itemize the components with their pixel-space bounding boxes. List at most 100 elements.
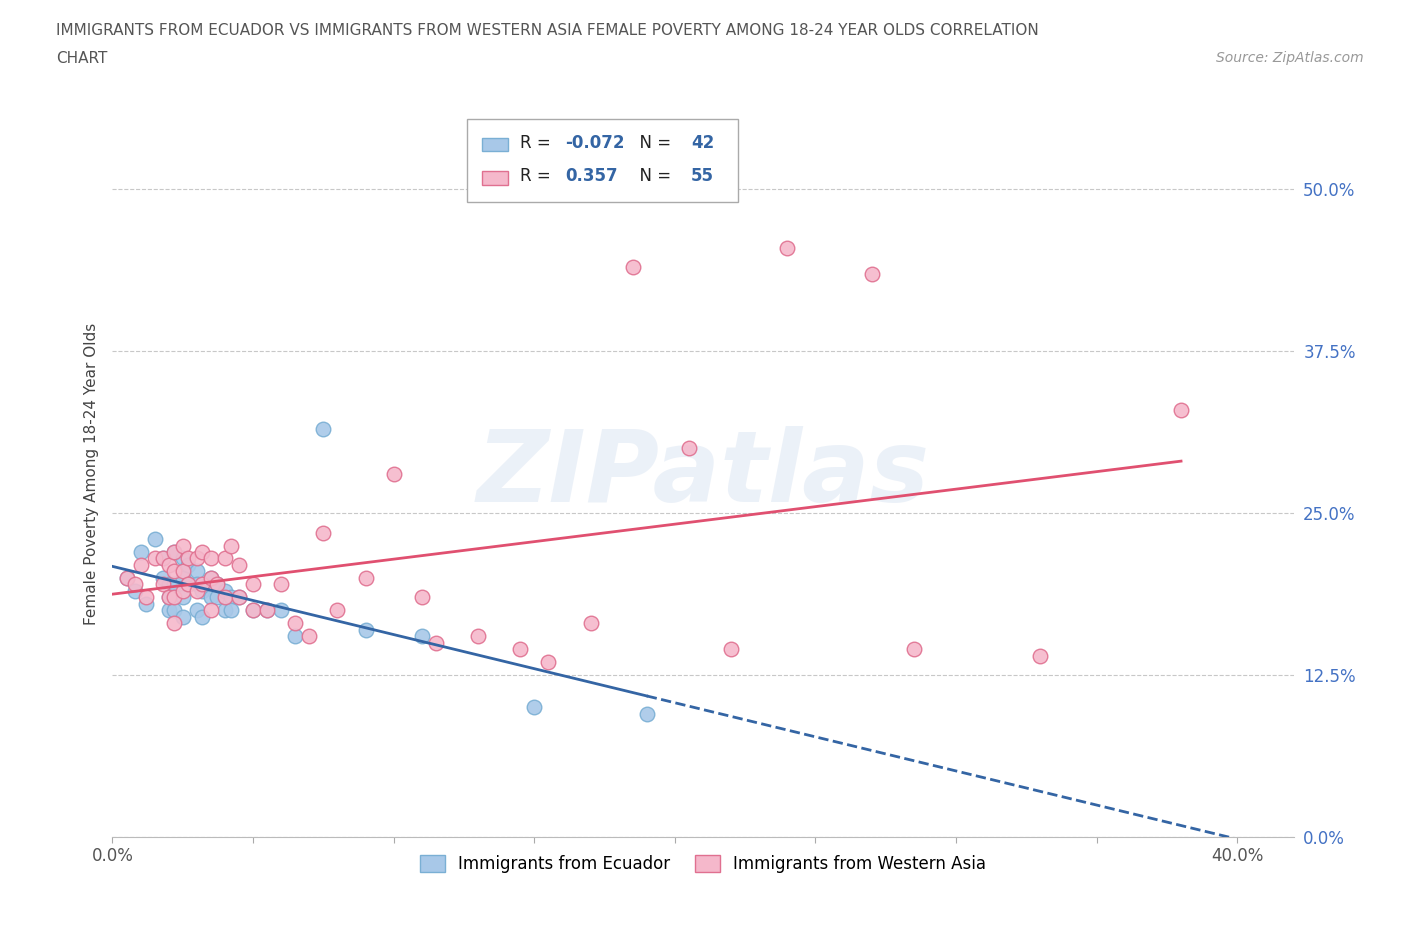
Point (152, 570, 174, 585)
Point (172, 583, 194, 598)
Point (191, 609, 214, 624)
Point (152, 551, 174, 566)
Point (219, 538, 242, 553)
Point (467, 629, 489, 644)
Point (312, 525, 335, 540)
Text: R =: R = (520, 134, 555, 152)
Point (177, 577, 200, 591)
Point (172, 538, 194, 553)
Point (157, 577, 180, 591)
Point (425, 635, 447, 650)
Point (124, 583, 146, 598)
Text: -0.072: -0.072 (565, 134, 624, 152)
Point (214, 603, 236, 618)
Point (177, 577, 200, 591)
Point (172, 570, 194, 585)
Point (242, 603, 264, 618)
Text: N =: N = (628, 134, 676, 152)
Point (776, 240, 799, 255)
Point (720, 642, 742, 657)
Point (163, 564, 186, 578)
Point (242, 603, 264, 618)
Point (163, 545, 186, 560)
Text: N =: N = (628, 167, 676, 185)
Point (163, 545, 186, 560)
Text: 0.357: 0.357 (565, 167, 617, 185)
Point (312, 421, 335, 436)
Point (163, 603, 186, 618)
Point (354, 570, 377, 585)
Point (228, 590, 250, 604)
Point (284, 629, 307, 644)
Point (228, 558, 250, 573)
Point (270, 577, 292, 591)
Point (579, 616, 602, 631)
Point (256, 603, 278, 618)
Point (157, 590, 180, 604)
Point (621, 259, 644, 274)
Point (200, 603, 222, 618)
Point (172, 609, 194, 624)
Text: ZIPatlas: ZIPatlas (477, 426, 929, 523)
Y-axis label: Female Poverty Among 18-24 Year Olds: Female Poverty Among 18-24 Year Olds (83, 324, 98, 626)
Point (326, 603, 349, 618)
Text: CHART: CHART (56, 51, 108, 66)
Point (214, 583, 236, 598)
Point (242, 577, 264, 591)
Point (143, 551, 166, 566)
Point (135, 590, 157, 604)
Point (135, 596, 157, 611)
Point (191, 583, 214, 598)
Point (200, 590, 222, 604)
Point (186, 583, 208, 598)
Point (157, 603, 180, 618)
Point (157, 590, 180, 604)
Point (205, 590, 228, 604)
Point (191, 577, 214, 591)
FancyBboxPatch shape (482, 171, 508, 185)
Point (354, 622, 377, 637)
FancyBboxPatch shape (482, 138, 508, 152)
FancyBboxPatch shape (467, 119, 738, 203)
Point (124, 577, 146, 591)
Point (129, 545, 152, 560)
Point (205, 577, 228, 591)
Point (205, 577, 228, 591)
Point (152, 551, 174, 566)
Point (177, 558, 200, 573)
Point (129, 558, 152, 573)
Point (163, 616, 186, 631)
Point (903, 642, 925, 657)
Point (214, 590, 236, 604)
Text: 42: 42 (692, 134, 714, 152)
Point (186, 577, 208, 591)
Point (115, 570, 138, 585)
Point (200, 570, 222, 585)
Point (284, 616, 307, 631)
Legend: Immigrants from Ecuador, Immigrants from Western Asia: Immigrants from Ecuador, Immigrants from… (413, 848, 993, 880)
Point (219, 603, 242, 618)
Point (143, 532, 166, 547)
Point (186, 551, 208, 566)
Point (678, 441, 700, 456)
Point (1029, 648, 1052, 663)
Text: Source: ZipAtlas.com: Source: ZipAtlas.com (1216, 51, 1364, 65)
Point (214, 551, 236, 566)
Point (152, 577, 174, 591)
Point (523, 700, 546, 715)
Point (177, 551, 200, 566)
Point (172, 551, 194, 566)
Text: 55: 55 (692, 167, 714, 185)
Point (157, 558, 180, 573)
Point (186, 564, 208, 578)
Point (163, 590, 186, 604)
Point (509, 642, 531, 657)
Point (256, 603, 278, 618)
Point (228, 590, 250, 604)
Point (200, 551, 222, 566)
Point (411, 629, 433, 644)
Point (382, 467, 405, 482)
Point (172, 564, 194, 578)
Point (172, 590, 194, 604)
Point (115, 570, 138, 585)
